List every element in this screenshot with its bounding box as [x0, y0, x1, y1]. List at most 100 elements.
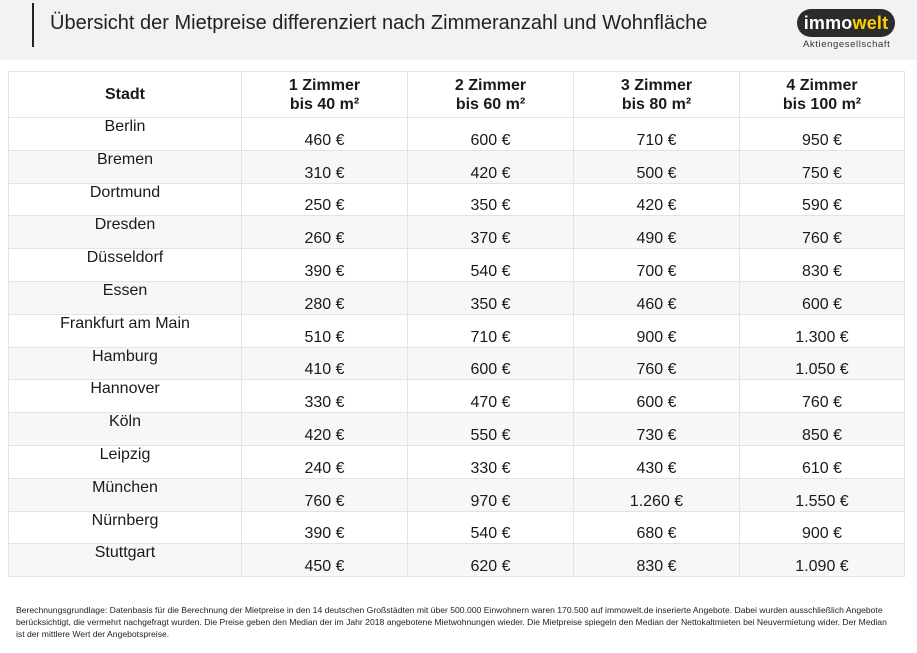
price-cell: 470 € [407, 379, 574, 414]
city-cell: Köln [8, 412, 242, 446]
price-cell: 420 € [241, 412, 408, 446]
price-cell: 1.260 € [573, 477, 740, 512]
price-cell: 420 € [407, 149, 574, 184]
price-cell: 260 € [241, 215, 408, 250]
city-cell: Frankfurt am Main [8, 313, 242, 348]
price-cell: 350 € [407, 182, 574, 217]
city-cell: München [8, 477, 242, 512]
city-cell: Düsseldorf [8, 248, 242, 282]
price-cell: 850 € [739, 412, 905, 446]
header: Übersicht der Mietpreise differenziert n… [0, 0, 917, 60]
price-cell: 250 € [241, 182, 408, 217]
price-cell: 760 € [573, 346, 740, 381]
price-cell: 600 € [407, 346, 574, 381]
price-cell: 830 € [573, 543, 740, 578]
price-cell: 760 € [739, 215, 905, 250]
city-cell: Dortmund [8, 182, 242, 217]
column-header-1-room: 1 Zimmer bis 40 m² [241, 71, 408, 118]
table-row: Berlin 460 €600 €710 €950 € [8, 117, 905, 151]
city-cell: Stuttgart [8, 543, 242, 578]
price-cell: 900 € [739, 510, 905, 545]
price-cell: 450 € [241, 543, 408, 578]
price-cell: 970 € [407, 477, 574, 512]
price-cell: 330 € [241, 379, 408, 414]
price-cell: 510 € [241, 313, 408, 348]
city-cell: Berlin [8, 117, 242, 151]
table-row: München 760 €970 €1.260 €1.550 € [8, 477, 905, 512]
price-cell: 330 € [407, 444, 574, 479]
price-cell: 390 € [241, 248, 408, 282]
table-row: Köln 420 €550 €730 €850 € [8, 412, 905, 446]
rent-price-table: Stadt 1 Zimmer bis 40 m² 2 Zimmer bis 60… [8, 71, 905, 578]
price-cell: 420 € [573, 182, 740, 217]
table-row: Dresden 260 €370 €490 €760 € [8, 215, 905, 250]
table-row: Essen 280 €350 €460 €600 € [8, 280, 905, 315]
price-cell: 600 € [573, 379, 740, 414]
price-cell: 900 € [573, 313, 740, 348]
price-cell: 310 € [241, 149, 408, 184]
price-cell: 460 € [241, 117, 408, 151]
price-cell: 540 € [407, 510, 574, 545]
price-cell: 410 € [241, 346, 408, 381]
table-row: Frankfurt am Main 510 €710 €900 €1.300 € [8, 313, 905, 348]
column-header-2-rooms: 2 Zimmer bis 60 m² [407, 71, 574, 118]
price-cell: 590 € [739, 182, 905, 217]
price-cell: 240 € [241, 444, 408, 479]
price-cell: 760 € [241, 477, 408, 512]
city-cell: Dresden [8, 215, 242, 250]
price-cell: 1.300 € [739, 313, 905, 348]
price-cell: 1.050 € [739, 346, 905, 381]
logo-text-main: immo [803, 13, 853, 33]
table-row: Leipzig 240 €330 €430 €610 € [8, 444, 905, 479]
price-cell: 600 € [739, 280, 905, 315]
city-cell: Hamburg [8, 346, 242, 381]
logo-text-accent: welt [852, 13, 889, 33]
table-row: Düsseldorf 390 €540 €700 €830 € [8, 248, 905, 282]
price-cell: 680 € [573, 510, 740, 545]
column-header-4-rooms: 4 Zimmer bis 100 m² [739, 71, 905, 118]
table-row: Hannover 330 €470 €600 €760 € [8, 379, 905, 414]
price-cell: 430 € [573, 444, 740, 479]
price-cell: 460 € [573, 280, 740, 315]
logo-wordmark: immowelt [797, 9, 895, 37]
city-cell: Nürnberg [8, 510, 242, 545]
price-cell: 1.550 € [739, 477, 905, 512]
header-accent-bar [32, 3, 34, 47]
table-body: Berlin 460 €600 €710 €950 € Bremen 310 €420… [8, 117, 905, 578]
table-row: Nürnberg 390 €540 €680 €900 € [8, 510, 905, 545]
price-cell: 390 € [241, 510, 408, 545]
table-row: Dortmund 250 €350 €420 €590 € [8, 182, 905, 217]
price-cell: 350 € [407, 280, 574, 315]
price-cell: 700 € [573, 248, 740, 282]
price-cell: 280 € [241, 280, 408, 315]
price-cell: 370 € [407, 215, 574, 250]
price-cell: 730 € [573, 412, 740, 446]
table-row: Hamburg 410 €600 €760 €1.050 € [8, 346, 905, 381]
table-row: Bremen 310 €420 €500 €750 € [8, 149, 905, 184]
price-cell: 500 € [573, 149, 740, 184]
price-cell: 950 € [739, 117, 905, 151]
price-cell: 540 € [407, 248, 574, 282]
city-cell: Leipzig [8, 444, 242, 479]
price-cell: 750 € [739, 149, 905, 184]
page-title: Übersicht der Mietpreise differenziert n… [50, 12, 708, 34]
table-header-row: Stadt 1 Zimmer bis 40 m² 2 Zimmer bis 60… [8, 71, 905, 118]
price-cell: 610 € [739, 444, 905, 479]
city-cell: Hannover [8, 379, 242, 414]
table-row: Stuttgart 450 €620 €830 €1.090 € [8, 543, 905, 578]
price-cell: 710 € [407, 313, 574, 348]
price-cell: 490 € [573, 215, 740, 250]
city-cell: Bremen [8, 149, 242, 184]
price-cell: 760 € [739, 379, 905, 414]
column-header-3-rooms: 3 Zimmer bis 80 m² [573, 71, 740, 118]
price-cell: 550 € [407, 412, 574, 446]
city-cell: Essen [8, 280, 242, 315]
logo-subtitle: Aktiengesellschaft [803, 39, 891, 50]
price-cell: 620 € [407, 543, 574, 578]
price-cell: 710 € [573, 117, 740, 151]
column-header-city: Stadt [8, 71, 242, 118]
footnote: Berechnungsgrundlage: Datenbasis für die… [16, 605, 887, 639]
immowelt-logo: immowelt Aktiengesellschaft [797, 9, 897, 50]
price-cell: 600 € [407, 117, 574, 151]
price-cell: 830 € [739, 248, 905, 282]
